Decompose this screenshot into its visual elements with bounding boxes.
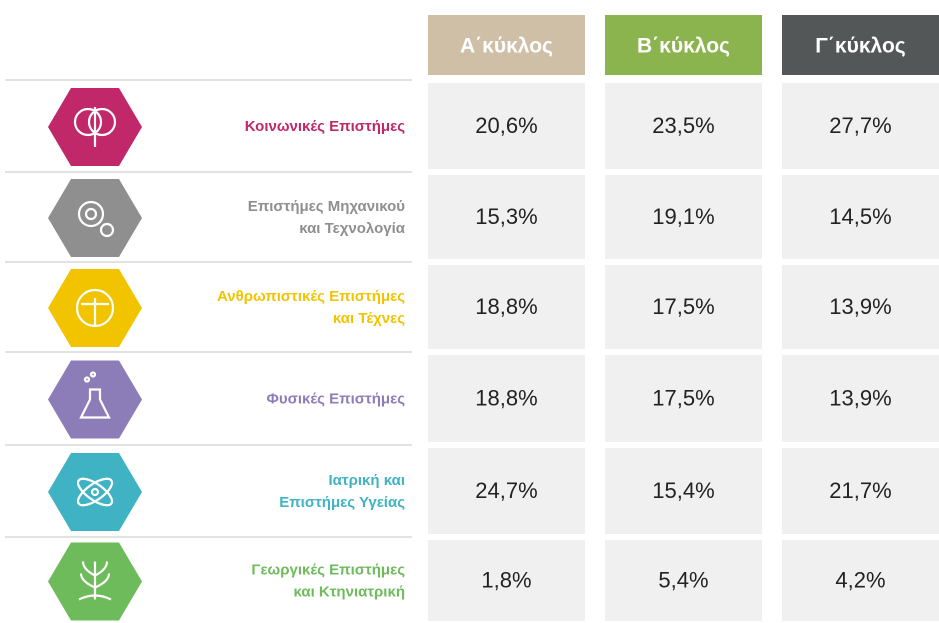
cell-value: 19,1% <box>652 204 714 229</box>
cell-value: 13,9% <box>829 385 891 410</box>
cell-bg <box>428 355 585 442</box>
cell-value: 1,8% <box>481 567 531 592</box>
row-icon <box>78 561 112 601</box>
cell-value: 21,7% <box>829 478 891 503</box>
cell-value: 24,7% <box>475 478 537 503</box>
cell-value: 15,4% <box>652 478 714 503</box>
row-label: και Κτηνιατρική <box>293 583 405 600</box>
row-icon <box>79 371 111 419</box>
row-label: Ανθρωπιστικές Επιστήμες <box>217 288 405 305</box>
row-icon <box>76 477 114 507</box>
cell-value: 5,4% <box>658 567 708 592</box>
cell-bg <box>782 540 939 621</box>
column-header: Α΄κύκλος <box>460 35 553 58</box>
row-label: και Τέχνες <box>333 310 405 327</box>
cell-bg <box>605 83 762 169</box>
cell-bg <box>428 448 585 534</box>
row-label: Επιστήμες Μηχανικού <box>248 198 406 215</box>
cell-value: 13,9% <box>829 294 891 319</box>
column-header: Β΄κύκλος <box>637 35 730 58</box>
row-label: Κοινωνικές Επιστήμες <box>245 118 406 135</box>
cell-value: 27,7% <box>829 113 891 138</box>
column-header-bg <box>428 15 585 75</box>
cell-bg <box>782 83 939 169</box>
cell-value: 23,5% <box>652 113 714 138</box>
cell-value: 18,8% <box>475 294 537 319</box>
row-icon <box>73 107 117 147</box>
row-icon-hexagon <box>48 453 142 531</box>
cell-bg <box>605 540 762 621</box>
cell-bg <box>605 265 762 349</box>
cell-value: 17,5% <box>652 385 714 410</box>
cell-bg <box>782 355 939 442</box>
cell-bg <box>428 265 585 349</box>
row-icon <box>77 200 115 238</box>
column-header-bg <box>605 15 762 75</box>
cell-value: 4,2% <box>835 567 885 592</box>
cell-bg <box>782 448 939 534</box>
row-label: Γεωργικές Επιστήμες <box>251 561 405 578</box>
cell-value: 14,5% <box>829 204 891 229</box>
row-label: και Τεχνολογία <box>299 220 406 237</box>
cell-bg <box>428 175 585 259</box>
cell-bg <box>782 265 939 349</box>
cell-bg <box>428 83 585 169</box>
cell-value: 18,8% <box>475 385 537 410</box>
cell-bg <box>605 355 762 442</box>
column-header-bg <box>782 15 939 75</box>
cell-value: 20,6% <box>475 113 537 138</box>
cell-bg <box>605 448 762 534</box>
row-label: Επιστήμες Υγείας <box>279 494 405 511</box>
cell-value: 15,3% <box>475 204 537 229</box>
row-icon <box>75 288 115 328</box>
cell-bg <box>605 175 762 259</box>
row-label: Φυσικές Επιστήμες <box>267 390 406 407</box>
cell-value: 17,5% <box>652 294 714 319</box>
row-icon-hexagon <box>48 360 142 439</box>
row-label: Ιατρική και <box>329 472 405 489</box>
cell-bg <box>428 540 585 621</box>
cell-bg <box>782 175 939 259</box>
column-header: Γ΄κύκλος <box>815 35 906 58</box>
